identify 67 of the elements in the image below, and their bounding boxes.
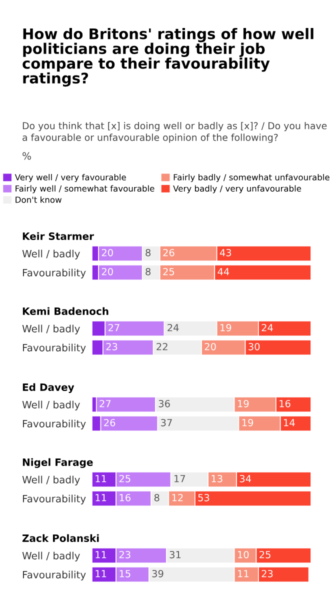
data-label: 19	[242, 418, 254, 426]
data-label: 31	[170, 550, 181, 558]
data-label: 44	[218, 268, 230, 276]
data-label: 27	[100, 400, 111, 408]
data-label: 24	[168, 324, 179, 332]
data-label: 15	[120, 570, 130, 578]
data-label: 11	[96, 475, 106, 482]
data-label: 19	[238, 400, 249, 408]
y-tick-label: Well / badly	[22, 250, 80, 260]
data-label: 8	[146, 248, 151, 256]
chart-title: Keir Starmer	[22, 232, 94, 240]
data-label: 19	[220, 324, 232, 332]
data-label: 11	[238, 570, 248, 578]
data-label: 34	[240, 474, 251, 482]
data-label: 11	[96, 570, 106, 578]
y-tick-label: Well / badly	[22, 324, 80, 334]
y-tick-label: Favourability	[22, 494, 86, 504]
y-tick-label: Well / badly	[22, 400, 80, 410]
chart-title: Zack Polanski	[22, 534, 99, 542]
data-label: 11	[96, 551, 106, 558]
data-label: 13	[212, 474, 222, 482]
text: Do you think that [x] is doing well or badly as [x]? / Do you have a favourable or unfavourable opinion of the following?	[22, 122, 327, 143]
chart-title: Kemi Badenoch	[22, 307, 108, 315]
data-label: 12	[172, 494, 183, 502]
legend-label: Don't know	[16, 196, 62, 203]
data-label: 17	[174, 475, 186, 482]
text: %	[22, 152, 31, 160]
data-label: 27	[108, 324, 120, 332]
data-label: 16	[120, 494, 130, 502]
data-label: 16	[280, 400, 290, 408]
data-label: 23	[119, 550, 130, 558]
data-label: 20	[102, 268, 113, 276]
y-tick-label: Well / badly	[22, 552, 80, 562]
chart-title: Ed Davey	[22, 383, 74, 393]
data-label: 30	[248, 342, 260, 350]
legend-label: Very badly / very unfavourable	[173, 185, 302, 194]
data-label: 20	[204, 342, 216, 350]
legend-label: Fairly badly / somewhat unfavourable	[174, 174, 330, 182]
data-label: 53	[198, 494, 210, 502]
chart-title: Nigel Farage	[22, 458, 93, 468]
data-label: 8	[146, 268, 151, 276]
data-label: 11	[96, 494, 106, 502]
data-label: 25	[260, 550, 270, 558]
data-label: 36	[158, 400, 170, 408]
data-label: 24	[262, 324, 273, 332]
data-label: 23	[106, 342, 118, 350]
legend-label: Fairly well / somewhat favourable	[16, 185, 154, 194]
y-tick-label: Favourability	[22, 268, 86, 278]
data-label: 10	[238, 550, 249, 558]
y-tick-label: Favourability	[22, 570, 86, 580]
y-tick-label: Favourability	[22, 344, 86, 354]
data-label: 37	[161, 418, 172, 426]
data-label: 25	[119, 474, 130, 482]
legend-label: Very well / very favourable	[14, 174, 126, 182]
data-label: 14	[284, 419, 295, 426]
text: How do Britons' ratings of how well politicians are doing their job compare to their favourability ratings?	[22, 28, 314, 87]
data-label: 22	[156, 342, 168, 350]
data-label: 26	[104, 418, 116, 426]
y-tick-label: Favourability	[22, 420, 86, 430]
data-label: 43	[220, 248, 232, 256]
data-label: 20	[102, 248, 113, 256]
y-tick-label: Well / badly	[22, 476, 80, 486]
data-label: 8	[154, 494, 160, 502]
data-label: 26	[163, 248, 174, 256]
data-label: 25	[163, 268, 174, 276]
data-label: 39	[152, 570, 164, 578]
data-label: 23	[262, 570, 273, 578]
